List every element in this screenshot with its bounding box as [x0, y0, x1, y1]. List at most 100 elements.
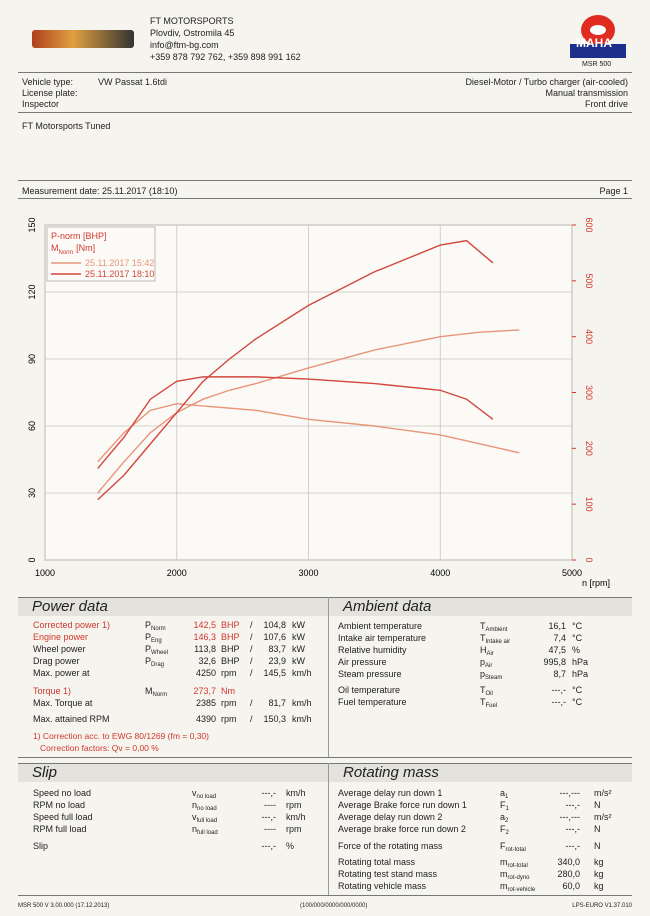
- symbol-letter: T: [480, 633, 486, 643]
- logo-band: [570, 44, 626, 58]
- symbol: pAir: [480, 657, 492, 672]
- legend-label: 25.11.2017 15:42: [85, 258, 154, 268]
- cell-unit: rpm: [221, 668, 237, 678]
- cell-label: Speed full load: [33, 812, 93, 822]
- page-number: Page 1: [599, 186, 628, 196]
- symbol-letter: v: [192, 812, 197, 822]
- section-band: [329, 598, 632, 616]
- symbol-sub: Ambient: [485, 627, 508, 633]
- label: License plate:: [22, 88, 78, 98]
- symbol-sub: Wheel: [151, 650, 169, 656]
- cell-value: ---,-: [261, 841, 277, 851]
- cell-label: RPM full load: [33, 824, 87, 834]
- footer-center: (100/000/0000/000/0000): [300, 903, 368, 909]
- drive: Front drive: [584, 99, 628, 109]
- cell-label: Engine power: [33, 632, 89, 642]
- rule: [18, 72, 632, 73]
- cell-unit: BHP: [221, 644, 240, 654]
- engine: Diesel-Motor / Turbo charger (air-cooled…: [465, 77, 628, 87]
- transmission: Manual transmission: [545, 88, 628, 98]
- cell-value: ---,-: [261, 812, 277, 822]
- cell-value2: 104,8: [263, 620, 286, 630]
- cell-value: ----: [264, 800, 276, 810]
- x-tick-label: 1000: [35, 568, 55, 578]
- cell-label: Max. power at: [33, 668, 90, 678]
- cell-label: Steam pressure: [338, 669, 402, 679]
- cell-label: Fuel temperature: [338, 697, 407, 707]
- section-title: Ambient data: [343, 598, 432, 615]
- cell-label: Relative humidity: [338, 645, 407, 655]
- symbol-letter: F: [500, 800, 506, 810]
- cell-unit: rpm: [286, 824, 302, 834]
- symbol-sub: Norm: [151, 626, 166, 632]
- address: Plovdiv, Ostromila 45: [150, 28, 235, 38]
- cell-value: ---,---: [559, 788, 580, 798]
- label: Vehicle type:: [22, 77, 74, 87]
- footer-left: MSR 500 V 3.00.000 (17.12.2013): [18, 903, 110, 909]
- cell-unit: hPa: [572, 657, 589, 667]
- cell-value: ---,-: [565, 841, 581, 851]
- cell-value: ---,-: [565, 824, 581, 834]
- cell-sep: /: [250, 656, 253, 666]
- cell-unit: rpm: [221, 698, 237, 708]
- symbol-letter: F: [500, 824, 506, 834]
- cell-label: Max. Torque at: [33, 698, 93, 708]
- cell-label: Rotating test stand mass: [338, 869, 438, 879]
- cell-sep: /: [250, 698, 253, 708]
- cell-unit: N: [594, 800, 601, 810]
- cell-unit2: kW: [292, 644, 305, 654]
- x-tick-label: 5000: [562, 568, 582, 578]
- note: 1) Correction acc. to EWG 80/1269 (fm = …: [33, 731, 209, 741]
- symbol: Frot-total: [500, 841, 526, 856]
- cell-sep: /: [250, 620, 253, 630]
- torque-line: [97, 402, 520, 463]
- rule: [18, 198, 632, 199]
- cell-value2: 150,3: [263, 714, 286, 724]
- symbol-letter: a: [500, 812, 506, 822]
- rule: [18, 597, 632, 598]
- symbol-letter: n: [192, 824, 198, 834]
- symbol: TOil: [480, 685, 493, 700]
- section-band: [18, 598, 328, 616]
- symbol-sub: rot-dyno: [507, 875, 530, 881]
- cell-label: Air pressure: [338, 657, 387, 667]
- symbol: nfull load: [192, 824, 218, 839]
- chart: 1000 2000 3000 4000 5000 0 30 60 90 120 150 0 100 200…: [27, 217, 610, 588]
- symbol-letter: a: [500, 788, 506, 798]
- symbol: vfull load: [192, 812, 217, 827]
- cell-unit: m/s²: [594, 812, 612, 822]
- cell-unit2: km/h: [292, 668, 312, 678]
- rule: [18, 112, 632, 113]
- cell-value: 340,0: [557, 857, 580, 867]
- x-tick-label: 2000: [167, 568, 187, 578]
- symbol-sub: Intake air: [485, 639, 511, 645]
- cell-label: Oil temperature: [338, 685, 401, 695]
- symbol-letter: m: [500, 869, 508, 879]
- cell-unit: BHP: [221, 632, 240, 642]
- cell-value: 7,4: [553, 633, 566, 643]
- symbol-sub: Fuel: [485, 703, 498, 709]
- symbol-sub: Steam: [485, 675, 503, 681]
- symbol: PWheel: [145, 644, 168, 659]
- rule: [18, 763, 632, 764]
- symbol-sub: Norm: [152, 692, 168, 698]
- power-line: [97, 329, 520, 494]
- cell-label: Slip: [33, 841, 49, 851]
- symbol-letter: H: [480, 645, 487, 655]
- symbol-letter: P: [145, 632, 152, 642]
- cell-unit2: km/h: [292, 698, 312, 708]
- legend-box: [46, 226, 156, 282]
- symbol: mrot-total: [500, 857, 528, 872]
- x-tick-label: 3000: [298, 568, 318, 578]
- cell-value2: 107,6: [263, 632, 286, 642]
- cell-value: 280,0: [557, 869, 580, 879]
- symbol-sub: Air: [486, 651, 494, 657]
- footer-right: LPS-EURO V1.37.010: [572, 903, 632, 909]
- cell-unit: %: [572, 645, 581, 655]
- cell-value: 32,6: [198, 656, 216, 666]
- cell-unit: kg: [594, 857, 604, 867]
- section-title: Power data: [32, 598, 108, 615]
- x-tick-label: 4000: [430, 568, 450, 578]
- cell-unit: °C: [572, 633, 583, 643]
